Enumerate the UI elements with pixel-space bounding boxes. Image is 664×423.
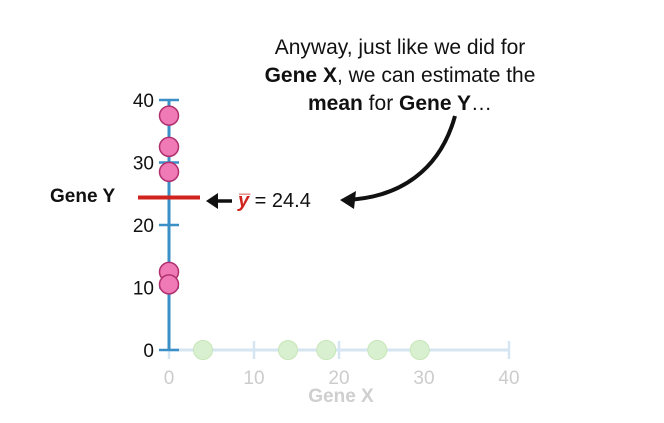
gene-x-point <box>316 340 337 360</box>
y-tick-label: 20 <box>133 216 154 237</box>
x-tick-label: 10 <box>243 368 264 389</box>
x-axis: 0 10 20 30 40 <box>164 341 520 389</box>
y-axis: 0 10 20 30 40 <box>133 91 179 362</box>
callout-for: for <box>362 92 400 115</box>
x-axis-label: Gene X <box>308 386 374 407</box>
gene-x-point <box>193 340 213 360</box>
x-tick-label: 30 <box>413 368 434 389</box>
x-tick-label: 0 <box>164 368 175 389</box>
callout-line-3: mean for Gene Y… <box>230 90 570 118</box>
callout-arrowhead-icon <box>340 191 356 209</box>
y-tick-label: 30 <box>133 154 154 175</box>
y-tick-label: 40 <box>133 91 154 112</box>
callout-mean: mean <box>307 92 363 115</box>
mean-arrowhead-icon <box>206 193 218 209</box>
callout-gene-y: Gene Y <box>399 92 472 115</box>
gene-y-point <box>158 136 180 158</box>
gene-y-point <box>158 105 180 126</box>
y-tick-label: 0 <box>143 341 154 362</box>
x-tick-label: 20 <box>328 368 349 389</box>
x-tick-label: 40 <box>498 368 519 389</box>
gene-x-point <box>278 340 298 360</box>
callout-ellipsis: … <box>471 92 493 115</box>
callout-text: Anyway, just like we did for Gene X, we … <box>230 34 570 118</box>
callout-gene-x: Gene X <box>264 64 337 87</box>
gene-y-point <box>158 161 180 183</box>
arrows <box>206 115 457 209</box>
y-tick-label: 10 <box>133 279 154 300</box>
callout-arrow-icon <box>344 115 457 202</box>
gene-x-point <box>409 340 430 360</box>
mean-value-text: = 24.4 <box>249 190 311 212</box>
callout-line-2: Gene X, we can estimate the <box>230 62 570 90</box>
y-axis-label: Gene Y <box>50 186 115 207</box>
callout-line-1: Anyway, just like we did for <box>274 36 526 59</box>
gene-y-points <box>158 105 180 295</box>
gene-x-point <box>367 340 388 360</box>
callout-line-2-rest: , we can estimate the <box>336 64 536 87</box>
mean-label: y̅ = 24.4 <box>237 190 311 212</box>
y-bar-symbol: y̅ <box>237 190 251 212</box>
axis-labels: Gene Y Gene X y̅ = 24.4 <box>50 186 374 407</box>
gene-x-points <box>193 340 430 360</box>
gene-y-point <box>158 274 180 295</box>
